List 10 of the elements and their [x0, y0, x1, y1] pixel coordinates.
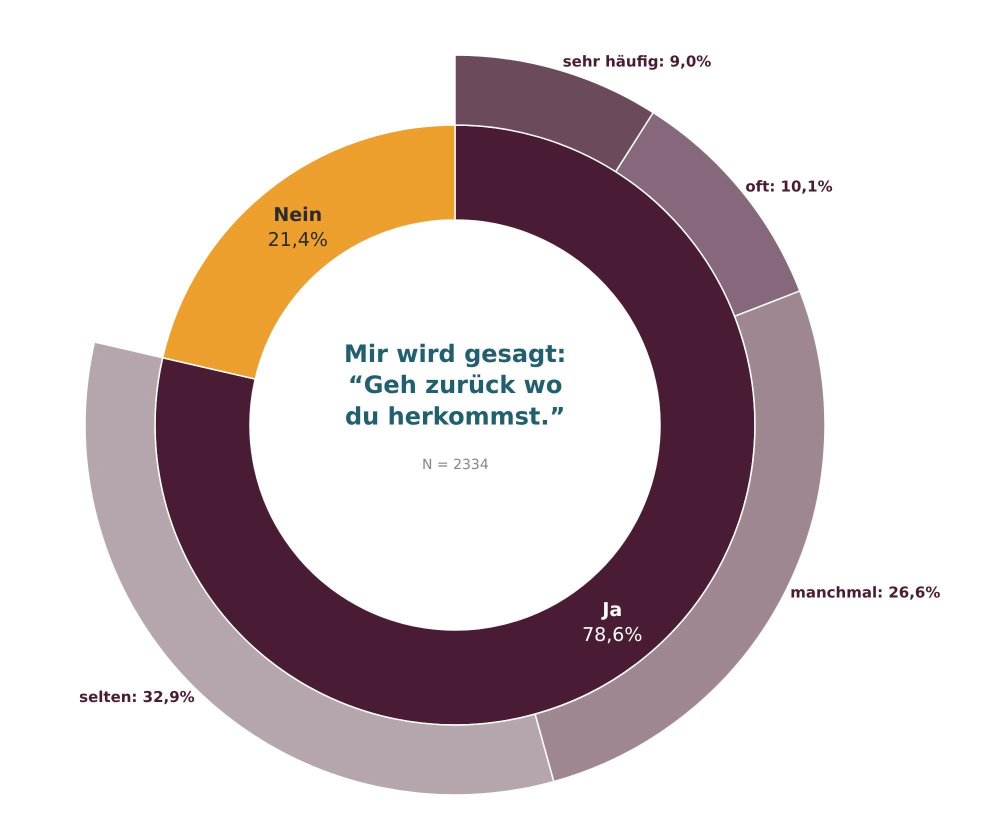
slice-label: Ja	[600, 599, 622, 622]
text: Mir wird gesagt: “Geh zurück wo du herkommst.”	[344, 340, 566, 430]
data-label: 21,4%	[268, 228, 328, 251]
category-label: sehr häufig: 9,0%	[562, 52, 712, 70]
category-label: manchmal: 26,6%	[790, 584, 940, 602]
slice-label: Nein	[273, 204, 322, 226]
data-label: 78,6%	[582, 624, 642, 646]
category-label: oft: 10,1%	[745, 177, 833, 196]
category-label: selten: 32,9%	[79, 688, 195, 706]
text: N = 2334	[422, 457, 489, 473]
